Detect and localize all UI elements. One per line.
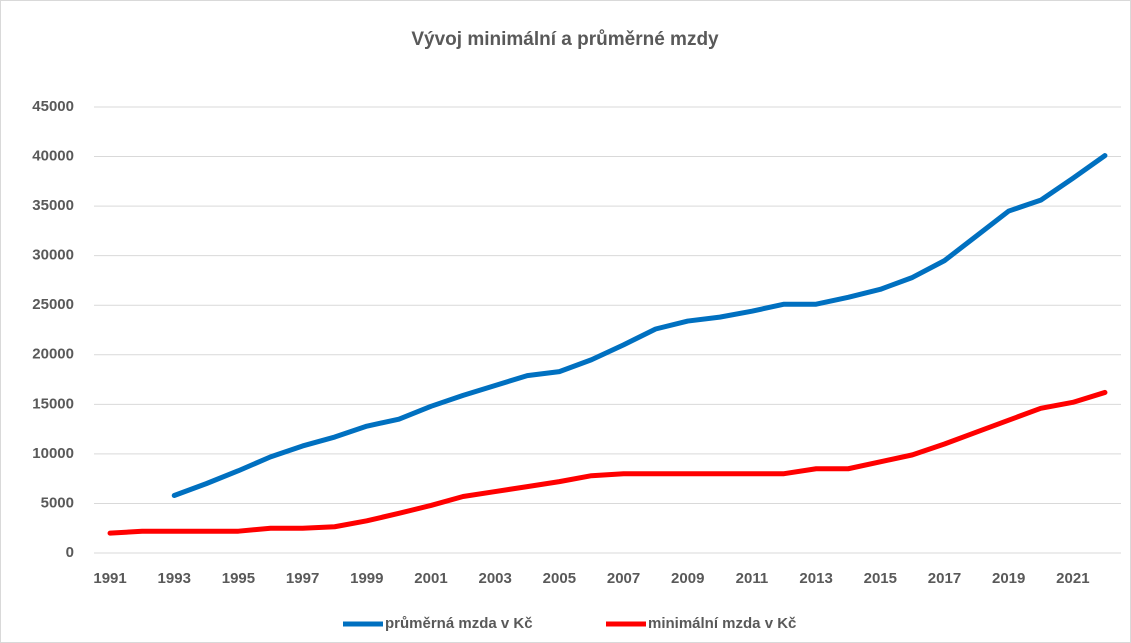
y-tick-label: 0 — [66, 544, 74, 561]
x-tick-label: 2003 — [478, 570, 511, 587]
y-tick-label: 10000 — [32, 445, 74, 462]
x-tick-label: 1999 — [350, 570, 383, 587]
y-tick-label: 15000 — [32, 395, 74, 412]
x-tick-label: 1997 — [286, 570, 319, 587]
x-tick-label: 1991 — [93, 570, 126, 587]
y-tick-label: 45000 — [32, 98, 74, 115]
y-tick-label: 40000 — [32, 148, 74, 165]
x-tick-label: 1993 — [158, 570, 191, 587]
x-tick-label: 2015 — [864, 570, 897, 587]
x-tick-label: 2009 — [671, 570, 704, 587]
legend-label: minimální mzda v Kč — [648, 615, 796, 632]
y-tick-label: 5000 — [41, 494, 74, 511]
series-line — [107, 389, 1108, 536]
chart-title: Vývoj minimální a průměrné mzdy — [411, 29, 719, 50]
x-tick-label: 2011 — [736, 570, 769, 587]
x-tick-label: 2017 — [928, 570, 961, 587]
y-tick-label: 35000 — [32, 197, 74, 214]
series-line — [171, 153, 1108, 499]
x-tick-label: 2005 — [543, 570, 576, 587]
x-tick-label: 2001 — [414, 570, 447, 587]
x-tick-label: 2019 — [992, 570, 1025, 587]
x-tick-label: 2007 — [607, 570, 640, 587]
x-tick-label: 2021 — [1056, 570, 1089, 587]
x-tick-label: 1995 — [222, 570, 255, 587]
y-tick-label: 25000 — [32, 296, 74, 313]
legend-label: průměrná mzda v Kč — [385, 615, 533, 632]
x-tick-label: 2013 — [799, 570, 832, 587]
y-tick-label: 30000 — [32, 247, 74, 264]
y-tick-label: 20000 — [32, 346, 74, 363]
